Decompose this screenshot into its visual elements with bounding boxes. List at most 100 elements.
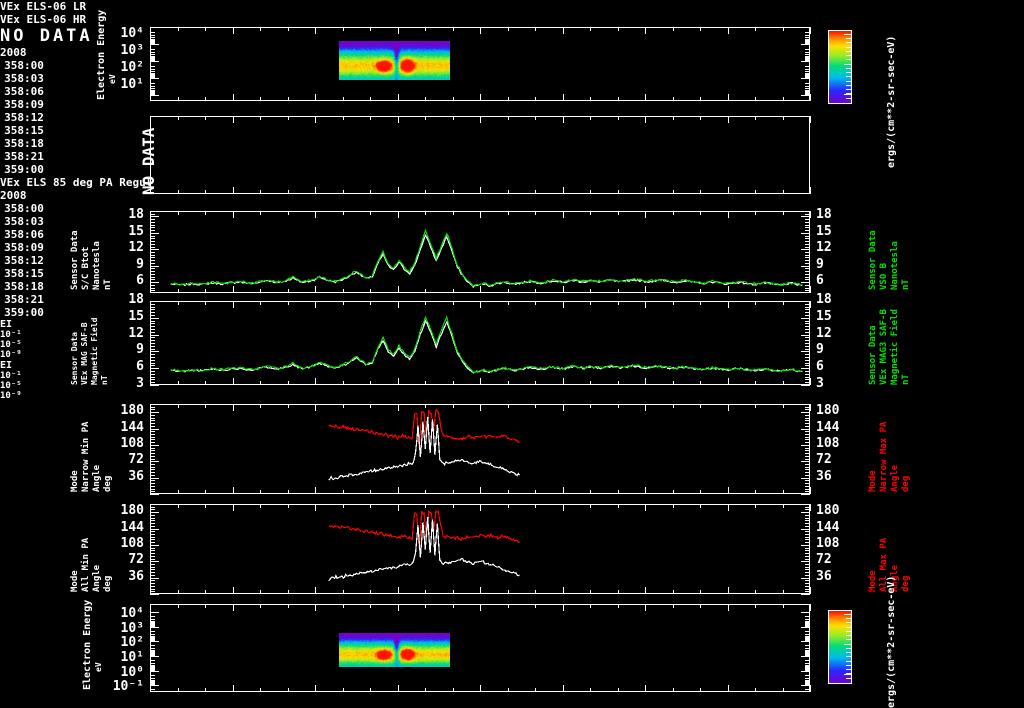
xtick-minor-top [535, 211, 536, 215]
ytick-minor [805, 40, 810, 41]
ytick [150, 429, 159, 430]
xtick-major-top [810, 604, 811, 611]
xtick-minor-bottom [205, 97, 206, 101]
ytick-minor [150, 663, 155, 664]
ytick [150, 586, 155, 587]
xtick-minor-bottom [205, 688, 206, 692]
xtick-minor-top [370, 116, 371, 120]
ytick [805, 431, 810, 432]
colorbar-top-minor-tick [846, 38, 851, 39]
xtick-minor-bottom [480, 590, 481, 594]
ytick [150, 241, 155, 242]
ytick [150, 515, 155, 516]
ytick-minor [150, 655, 155, 656]
ytick-minor [805, 616, 810, 617]
ytick-minor [805, 74, 810, 75]
ytick-minor [150, 100, 155, 101]
ytick-minor [805, 57, 810, 58]
xtick-minor-top [590, 27, 591, 31]
xtick-minor-top [590, 301, 591, 305]
panel6-ytick-label: 10⁴ [120, 606, 144, 621]
xtick-minor-bottom [535, 688, 536, 692]
xtick-minor-top [590, 404, 591, 408]
xtick-minor-top [728, 604, 729, 608]
panel4-ytick-label: 144 [120, 419, 144, 435]
ytick-minor [150, 92, 155, 93]
xtick-minor-bottom [425, 190, 426, 194]
ytick [150, 323, 155, 324]
xtick-minor-bottom [645, 190, 646, 194]
ytick-minor [150, 667, 155, 668]
xtick-minor-bottom [370, 190, 371, 194]
ytick [805, 523, 810, 524]
ytick-minor [150, 75, 155, 76]
ytick-minor [805, 638, 810, 639]
ytick [150, 412, 159, 413]
ytick-minor [150, 660, 155, 661]
xtick-minor-bottom [233, 590, 234, 594]
ytick-minor [805, 640, 810, 641]
xtick-major-bottom [810, 685, 811, 692]
ytick [150, 507, 155, 508]
ytick-major [801, 671, 810, 672]
ytick [805, 437, 810, 438]
ytick-minor [150, 666, 155, 667]
xtick-minor-top [645, 27, 646, 31]
xtick-minor-top [343, 604, 344, 608]
xtick-minor-bottom [728, 490, 729, 494]
panel-all-pa-traces [328, 509, 520, 582]
colorbar-top-minor-tick [846, 76, 851, 77]
ytick [150, 456, 155, 457]
xtick-minor-bottom [673, 289, 674, 293]
xtick-minor-bottom [590, 688, 591, 692]
xtick-minor-top [178, 116, 179, 120]
ytick-major [801, 685, 810, 686]
panel5-ytick-label: 72 [128, 552, 144, 568]
xtick-minor-top [618, 604, 619, 608]
xtick-minor-top [700, 211, 701, 215]
xtick-minor-top [398, 211, 399, 215]
ytick [805, 332, 810, 333]
ytick [150, 315, 155, 316]
xtick-minor-bottom [343, 97, 344, 101]
xtick-minor-top [755, 604, 756, 608]
colorbar-bottom-minor-tick [846, 669, 851, 670]
ytick-minor [805, 52, 810, 53]
xtick-minor-top [370, 504, 371, 508]
xtick-minor-top [425, 211, 426, 215]
ytick [805, 489, 810, 490]
ytick-minor [150, 675, 155, 676]
ytick [805, 329, 810, 330]
ytick [805, 279, 810, 280]
ytick [805, 214, 810, 215]
ytick-minor [150, 71, 155, 72]
xtick-minor-bottom [425, 688, 426, 692]
panel2-ytick-label: 18 [128, 207, 144, 223]
ytick [805, 583, 810, 584]
ytick [150, 478, 159, 479]
xtick-minor-top [315, 27, 316, 31]
panel5-ytick-label: 108 [120, 535, 144, 551]
ytick-major [801, 95, 810, 96]
ytick [805, 504, 810, 505]
xtick-minor-bottom [150, 590, 151, 594]
ytick [150, 426, 155, 427]
xtick-minor-bottom [398, 590, 399, 594]
ytick [805, 312, 810, 313]
ytick-minor [805, 655, 810, 656]
xaxis-tick-label: 358:21 [4, 293, 44, 306]
xtick-minor-bottom [563, 289, 564, 293]
xtick-minor-bottom [233, 289, 234, 293]
colorbar-top-minor-tick [846, 98, 851, 99]
xtick-minor-bottom [535, 289, 536, 293]
ytick [801, 578, 810, 579]
ytick [801, 461, 810, 462]
ytick-minor [150, 76, 155, 77]
ytick [805, 263, 810, 264]
colorbar-bottom-minor-tick [846, 648, 851, 649]
xtick-minor-bottom [398, 381, 399, 385]
xtick-minor-bottom [453, 490, 454, 494]
xtick-minor-bottom [178, 490, 179, 494]
ytick [805, 377, 810, 378]
ytick-minor [805, 91, 810, 92]
